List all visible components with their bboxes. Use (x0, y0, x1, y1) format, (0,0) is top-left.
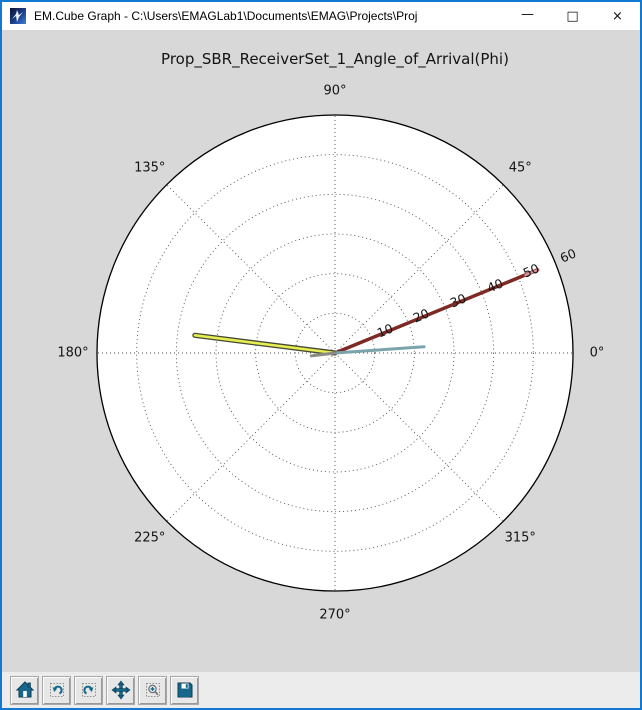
home-button[interactable] (10, 675, 39, 705)
figure-canvas: Prop_SBR_ReceiverSet_1_Angle_of_Arrival(… (2, 30, 640, 672)
theta-tick-label-180: 180° (57, 345, 89, 361)
back-icon (49, 683, 64, 697)
forward-icon (81, 683, 96, 697)
theta-tick-label-135: 135° (134, 160, 166, 176)
window-title: EM.Cube Graph - C:\Users\EMAGLab1\Docume… (34, 9, 418, 23)
title-bar: EM.Cube Graph - C:\Users\EMAGLab1\Docume… (2, 2, 640, 30)
theta-tick-label-45: 45° (508, 160, 532, 176)
r-gridline-20 (255, 273, 415, 433)
forward-button[interactable] (74, 675, 103, 705)
back-button[interactable] (42, 675, 71, 705)
theta-tick-label-225: 225° (134, 530, 166, 546)
r-gridline-30 (215, 233, 455, 473)
zoom-to-rect-button[interactable] (138, 675, 167, 705)
theta-tick-label-90: 90° (323, 83, 347, 99)
maximize-button[interactable]: □ (566, 8, 579, 24)
save-button[interactable] (170, 675, 199, 705)
minimize-button[interactable]: — (521, 6, 534, 22)
chart-title: Prop_SBR_ReceiverSet_1_Angle_of_Arrival(… (161, 50, 509, 68)
series-ray-gray-stub (309, 351, 337, 358)
r-gridline-50 (136, 154, 534, 552)
series-ray-steel-blue (333, 345, 426, 355)
series-ray-dark-red (333, 268, 540, 355)
r-gridline-40 (175, 193, 495, 513)
pan-icon (111, 680, 130, 700)
pan-button[interactable] (106, 675, 135, 705)
close-button[interactable]: × (612, 8, 623, 24)
zoom-to-rect-icon (145, 683, 160, 697)
r-gridline-10 (294, 312, 376, 394)
series-ray-dark-red-tip (524, 268, 539, 277)
plot-toolbar (2, 672, 640, 708)
polar-plot (96, 114, 574, 592)
series-ray-yellow (193, 334, 337, 355)
window-controls: — □ × (505, 2, 640, 30)
home-icon (15, 681, 34, 698)
theta-tick-label-0: 0° (589, 345, 605, 361)
theta-tick-label-270: 270° (319, 607, 351, 623)
save-icon (177, 682, 192, 698)
theta-tick-label-315: 315° (504, 530, 536, 546)
app-icon (10, 8, 26, 24)
